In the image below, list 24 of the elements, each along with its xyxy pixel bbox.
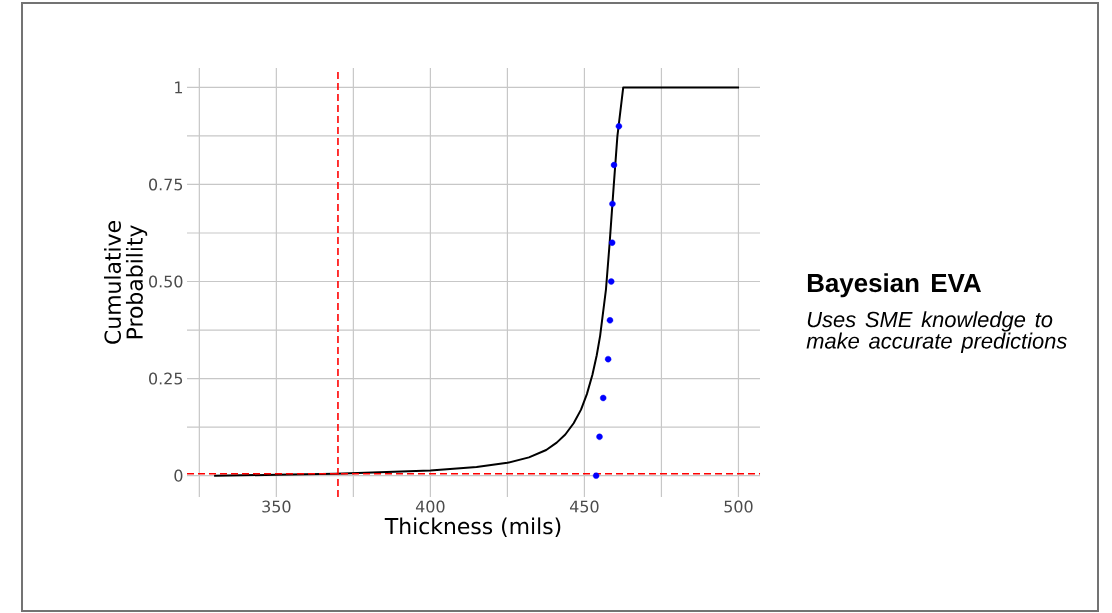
point xyxy=(600,394,607,402)
y-tick-label: 0.25 xyxy=(149,372,183,385)
y-tick-label: 0 xyxy=(174,469,183,482)
x-axis-title: Thickness (mils) xyxy=(384,517,561,537)
point xyxy=(604,355,612,363)
y-tick-label: 1 xyxy=(175,81,183,94)
x-tick-label: 500 xyxy=(724,500,753,513)
point xyxy=(615,123,623,130)
point xyxy=(592,472,600,479)
text: Uses SME knowledge to make accurate predictions xyxy=(806,311,1067,354)
point xyxy=(610,161,618,169)
point xyxy=(608,278,615,285)
text: Bayesian EVA xyxy=(807,273,981,298)
x-tick-label: 400 xyxy=(415,500,445,513)
point xyxy=(596,433,603,440)
point xyxy=(606,317,614,324)
x-tick-label: 350 xyxy=(262,500,291,513)
point xyxy=(609,200,616,208)
point xyxy=(608,239,616,246)
line-series xyxy=(213,86,741,477)
y-tick-label: 0.50 xyxy=(149,275,183,288)
x-tick-label: 450 xyxy=(569,500,599,513)
y-tick-label: 0.75 xyxy=(149,178,183,191)
y-axis-title: Cumulative Probability xyxy=(104,221,148,344)
